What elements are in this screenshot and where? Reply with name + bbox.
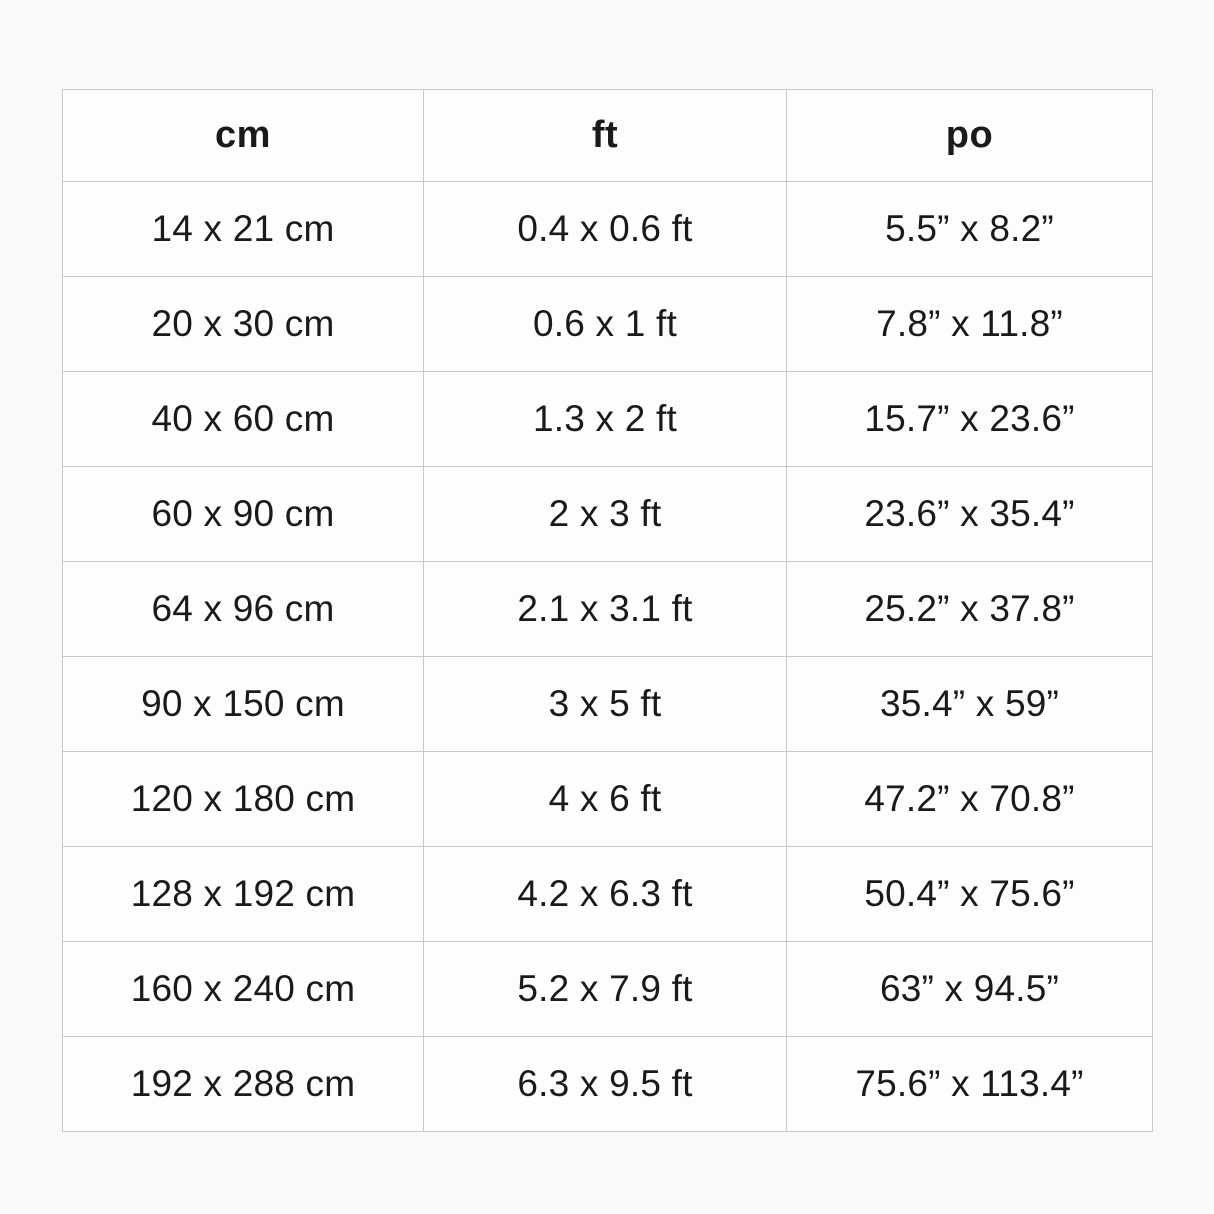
cell-cm: 14 x 21 cm (62, 181, 424, 277)
table-header-row: cm ft po (62, 89, 1153, 182)
cell-ft: 0.6 x 1 ft (423, 276, 787, 372)
size-conversion-table: cm ft po 14 x 21 cm 0.4 x 0.6 ft 5.5” x … (62, 89, 1153, 1132)
cell-cm: 60 x 90 cm (62, 466, 424, 562)
table-header: cm ft po (62, 89, 1153, 182)
cell-ft: 4.2 x 6.3 ft (423, 846, 787, 942)
cell-po: 5.5” x 8.2” (786, 181, 1153, 277)
table-row: 160 x 240 cm 5.2 x 7.9 ft 63” x 94.5” (62, 941, 1153, 1037)
table-row: 60 x 90 cm 2 x 3 ft 23.6” x 35.4” (62, 466, 1153, 562)
column-header-ft: ft (423, 89, 787, 182)
column-header-po: po (786, 89, 1153, 182)
cell-cm: 128 x 192 cm (62, 846, 424, 942)
table-row: 90 x 150 cm 3 x 5 ft 35.4” x 59” (62, 656, 1153, 752)
cell-ft: 5.2 x 7.9 ft (423, 941, 787, 1037)
cell-po: 15.7” x 23.6” (786, 371, 1153, 467)
table-row: 192 x 288 cm 6.3 x 9.5 ft 75.6” x 113.4” (62, 1036, 1153, 1132)
cell-po: 25.2” x 37.8” (786, 561, 1153, 657)
table-row: 20 x 30 cm 0.6 x 1 ft 7.8” x 11.8” (62, 276, 1153, 372)
cell-cm: 90 x 150 cm (62, 656, 424, 752)
cell-po: 63” x 94.5” (786, 941, 1153, 1037)
cell-cm: 120 x 180 cm (62, 751, 424, 847)
table-row: 40 x 60 cm 1.3 x 2 ft 15.7” x 23.6” (62, 371, 1153, 467)
cell-ft: 1.3 x 2 ft (423, 371, 787, 467)
cell-ft: 0.4 x 0.6 ft (423, 181, 787, 277)
table-body: 14 x 21 cm 0.4 x 0.6 ft 5.5” x 8.2” 20 x… (62, 181, 1153, 1132)
cell-po: 47.2” x 70.8” (786, 751, 1153, 847)
table-row: 128 x 192 cm 4.2 x 6.3 ft 50.4” x 75.6” (62, 846, 1153, 942)
cell-ft: 3 x 5 ft (423, 656, 787, 752)
cell-cm: 192 x 288 cm (62, 1036, 424, 1132)
cell-cm: 64 x 96 cm (62, 561, 424, 657)
cell-cm: 160 x 240 cm (62, 941, 424, 1037)
cell-ft: 2.1 x 3.1 ft (423, 561, 787, 657)
column-header-cm: cm (62, 89, 424, 182)
cell-cm: 20 x 30 cm (62, 276, 424, 372)
table-row: 14 x 21 cm 0.4 x 0.6 ft 5.5” x 8.2” (62, 181, 1153, 277)
cell-po: 75.6” x 113.4” (786, 1036, 1153, 1132)
cell-cm: 40 x 60 cm (62, 371, 424, 467)
cell-ft: 2 x 3 ft (423, 466, 787, 562)
table-row: 120 x 180 cm 4 x 6 ft 47.2” x 70.8” (62, 751, 1153, 847)
cell-ft: 6.3 x 9.5 ft (423, 1036, 787, 1132)
cell-po: 50.4” x 75.6” (786, 846, 1153, 942)
cell-ft: 4 x 6 ft (423, 751, 787, 847)
cell-po: 35.4” x 59” (786, 656, 1153, 752)
cell-po: 23.6” x 35.4” (786, 466, 1153, 562)
cell-po: 7.8” x 11.8” (786, 276, 1153, 372)
table-row: 64 x 96 cm 2.1 x 3.1 ft 25.2” x 37.8” (62, 561, 1153, 657)
